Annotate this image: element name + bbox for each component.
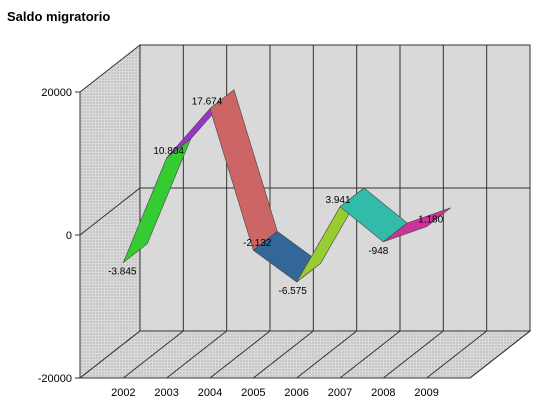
x-tick-label: 2004: [198, 387, 222, 399]
x-tick-label: 2003: [154, 387, 178, 399]
data-label: 1.180: [418, 215, 443, 226]
x-tick-label: 2002: [111, 387, 135, 399]
x-tick-label: 2005: [241, 387, 265, 399]
x-tick-label: 2006: [284, 387, 308, 399]
chart-title: Saldo migratorio: [7, 9, 111, 24]
floor-grid-line: [469, 330, 531, 379]
floor-grid-line: [209, 330, 271, 379]
data-label: 10.804: [153, 146, 184, 157]
side-grid-line: [79, 187, 141, 236]
data-label: -6.575: [278, 286, 307, 297]
floor-grid-line: [253, 330, 314, 379]
x-tick-label: 2007: [328, 387, 352, 399]
y-tick-label: 20000: [41, 87, 72, 99]
floor-grid-line: [296, 330, 357, 379]
floor-grid-line: [339, 330, 401, 379]
data-label: -948: [368, 246, 388, 257]
data-label: 17.674: [192, 97, 223, 108]
y-tick-label: -20000: [38, 373, 72, 385]
floor-grid-line: [166, 330, 227, 379]
floor-grid-line: [383, 330, 444, 379]
data-label: -2.132: [243, 238, 272, 249]
data-label: -3.845: [108, 266, 137, 277]
data-label: 3.941: [325, 195, 350, 206]
floor-grid-line: [426, 330, 487, 379]
x-tick-label: 2009: [414, 387, 438, 399]
floor-grid-line: [123, 330, 184, 379]
ribbon-segment: [383, 207, 451, 243]
x-tick-label: 2008: [371, 387, 395, 399]
y-tick-label: 0: [66, 230, 72, 242]
